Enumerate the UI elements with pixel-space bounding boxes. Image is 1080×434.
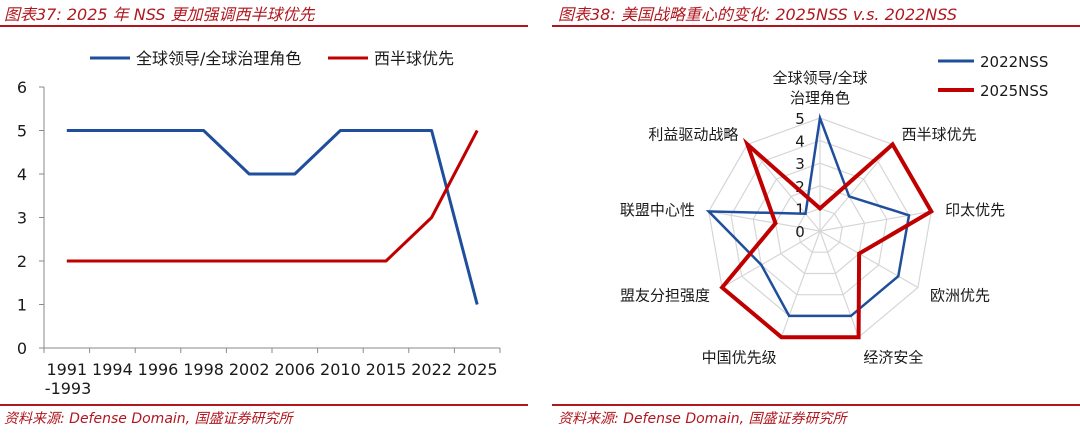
legend-label-2: 西半球优先 — [374, 49, 454, 68]
left-chart-title: 图表37: 2025 年 NSS 更加强调西半球优先 — [4, 5, 315, 24]
radar-axis-label: 西半球优先 — [902, 126, 977, 144]
x-tick-label: -1993 — [45, 379, 92, 398]
y-tick-label: 6 — [17, 78, 27, 97]
radar-grid-ring — [797, 207, 843, 253]
x-tick-label: 1998 — [183, 360, 224, 379]
left-source-note: 资料来源: Defense Domain, 国盛证券研究所 — [4, 411, 293, 427]
radar-series-1 — [705, 113, 911, 318]
radar-spoke — [819, 144, 894, 232]
series-line-2 — [66, 129, 479, 263]
radar-spoke — [708, 210, 821, 232]
radar-axis-label: 中国优先级 — [702, 348, 777, 366]
right-source-note: 资料来源: Defense Domain, 国盛证券研究所 — [558, 411, 847, 427]
x-tick-label: 2006 — [274, 360, 315, 379]
radar-spoke — [721, 230, 821, 289]
radar-tick-label: 3 — [795, 155, 805, 173]
radar-legend-label-2: 2025NSS — [980, 82, 1048, 100]
radar-axis-label: 经济安全 — [863, 348, 923, 366]
radar-axis-label: 欧洲优先 — [930, 287, 990, 305]
y-tick-label: 0 — [17, 339, 27, 358]
radar-tick-label: 2 — [795, 178, 805, 196]
radar-series-2 — [719, 137, 935, 340]
right-chart-title: 图表38: 美国战略重心的变化: 2025NSS v.s. 2022NSS — [558, 5, 958, 24]
x-tick-label: 2010 — [320, 360, 361, 379]
series-line-1 — [66, 129, 479, 305]
left-title-rule — [0, 25, 528, 27]
y-tick-label: 5 — [17, 122, 27, 141]
radar-spoke — [746, 144, 821, 232]
right-source-rule — [552, 404, 1080, 406]
radar-axis-label: 印太优先 — [945, 201, 1005, 219]
x-tick-label: 2015 — [366, 360, 407, 379]
radar-tick-label: 4 — [795, 133, 805, 151]
radar-legend-label-1: 2022NSS — [980, 53, 1048, 71]
x-tick-label: 1991 — [46, 360, 87, 379]
radar-spoke — [819, 230, 919, 289]
left-source-rule — [0, 404, 528, 406]
y-tick-label: 1 — [17, 296, 27, 315]
radar-axis-label: 联盟中心性 — [620, 201, 695, 219]
y-tick-label: 2 — [17, 252, 27, 271]
radar-axis-label: 盟友分担强度 — [620, 287, 710, 305]
y-tick-label: 4 — [17, 165, 27, 184]
radar-tick-label: 5 — [795, 110, 805, 128]
radar-spoke — [819, 230, 860, 338]
radar-spoke — [780, 230, 821, 338]
radar-grid-ring — [774, 185, 866, 275]
radar-tick-label: 0 — [795, 223, 805, 241]
x-tick-label: 2025 — [457, 360, 498, 379]
x-tick-label: 2002 — [229, 360, 270, 379]
radar-spoke — [819, 210, 932, 232]
radar-tick-label: 1 — [795, 200, 805, 218]
radar-axis-label: 治理角色 — [790, 89, 850, 107]
x-tick-label: 1996 — [138, 360, 179, 379]
radar-grid-ring — [752, 162, 888, 296]
x-tick-label: 1994 — [92, 360, 133, 379]
x-tick-label: 2022 — [411, 360, 452, 379]
y-tick-label: 3 — [17, 209, 27, 228]
radar-axis-label: 利益驱动战略 — [648, 126, 738, 144]
legend-label-1: 全球领导/全球治理角色 — [136, 49, 301, 68]
right-title-rule — [552, 25, 1080, 27]
radar-axis-label: 全球领导/全球 — [772, 69, 867, 87]
